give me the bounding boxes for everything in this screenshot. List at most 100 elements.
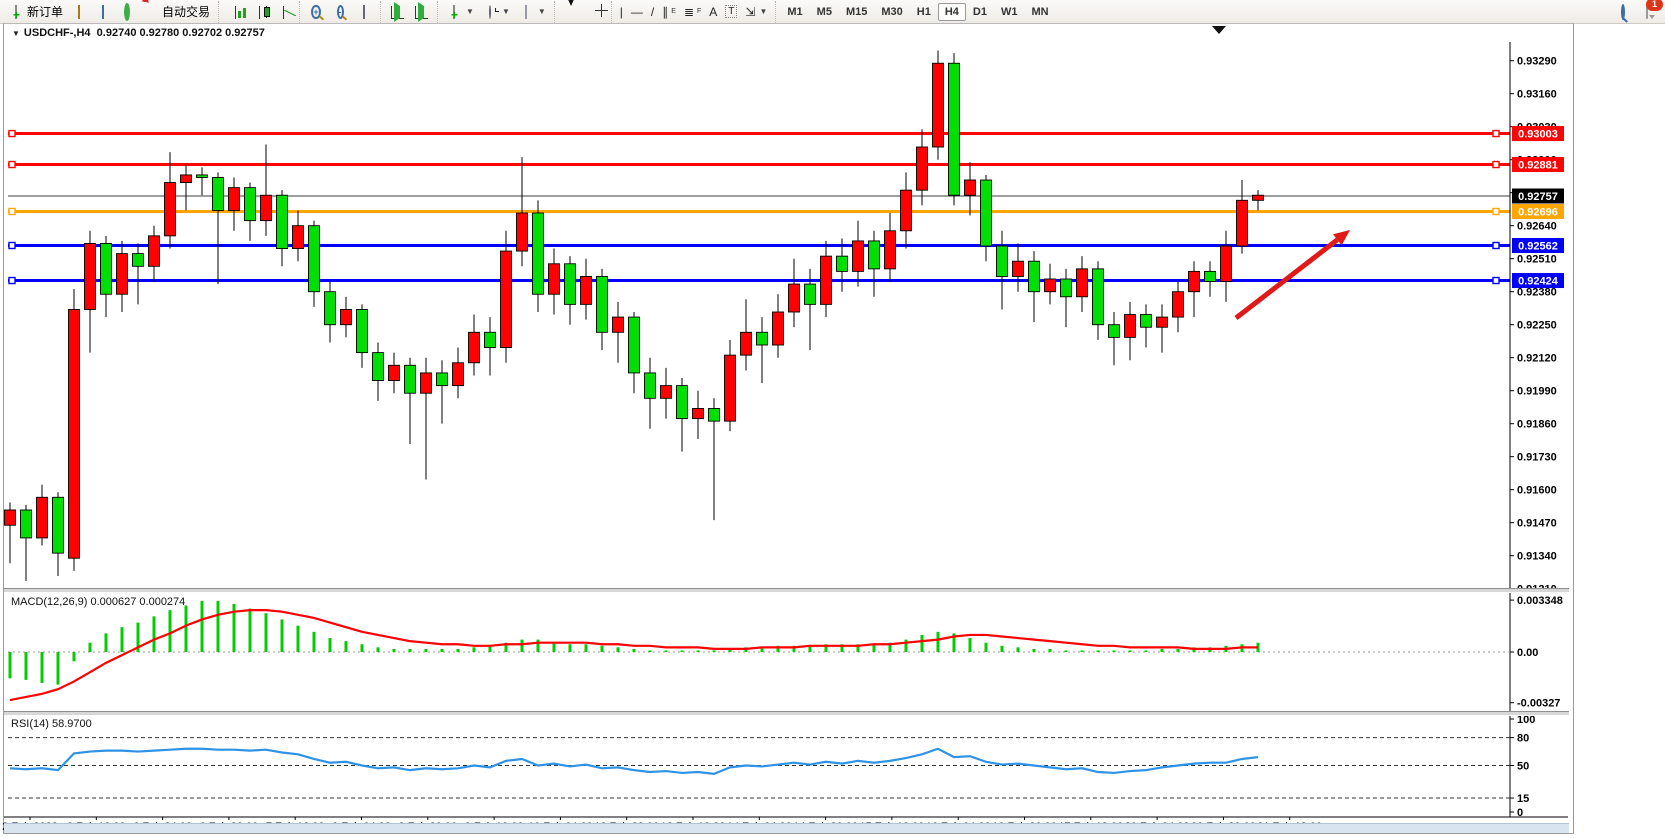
periods-button[interactable]: ▼: [478, 3, 514, 21]
horizontal-lines: [8, 129, 1510, 285]
macd-signal-line: [9, 609, 1258, 702]
candle-44: [708, 408, 720, 422]
fibonacci-icon: ≣: [683, 4, 694, 19]
candle-8: [132, 253, 144, 267]
candle-14: [228, 187, 240, 211]
hline-marker[interactable]: [1492, 241, 1500, 250]
price-tick-label: 0.93290: [1517, 56, 1557, 68]
shapes-tool-button[interactable]: ⇲ ▼: [741, 4, 771, 20]
candle-30: [484, 331, 496, 348]
candle-31: [500, 250, 512, 348]
bar-chart-mode-button[interactable]: [223, 3, 247, 21]
hline-marker[interactable]: [8, 129, 16, 138]
hline-marker[interactable]: [8, 207, 16, 216]
candle-67: [1076, 268, 1088, 298]
candle-20: [324, 291, 336, 326]
templates-button[interactable]: ▼: [514, 3, 550, 21]
hline-marker[interactable]: [1492, 160, 1500, 169]
hline-marker[interactable]: [1492, 207, 1500, 216]
candle-64: [1028, 260, 1040, 293]
hline-marker[interactable]: [8, 276, 16, 285]
candle-75: [1204, 270, 1216, 282]
zoom-out-button[interactable]: -: [328, 3, 352, 21]
panel-separator[interactable]: [4, 711, 1569, 716]
price-badge-0.93003: 0.93003: [1512, 126, 1564, 142]
panel-separator[interactable]: [4, 588, 1569, 593]
candle-63: [1012, 260, 1024, 277]
chart-title: ▼ USDCHF-,H4 0.92740 0.92780 0.92702 0.92…: [12, 27, 265, 39]
macd-tick-label: 0.003348: [1517, 595, 1563, 607]
price-badge-0.92562: 0.92562: [1512, 237, 1564, 253]
candle-49: [788, 283, 800, 313]
timeframe-m1[interactable]: M1: [787, 5, 803, 18]
candle-73: [1172, 291, 1184, 318]
candle-54: [868, 240, 880, 270]
macd-tick-label: 0.00: [1517, 647, 1538, 659]
collapse-triangle-icon[interactable]: ▼: [12, 29, 20, 38]
candle-10: [164, 182, 176, 237]
price-badge-0.92696: 0.92696: [1512, 203, 1564, 219]
trend-arrow[interactable]: [1234, 230, 1350, 320]
scroll-marker-icon[interactable]: [1212, 26, 1226, 34]
hline-marker[interactable]: [8, 160, 16, 169]
timeframe-d1[interactable]: D1: [972, 5, 987, 18]
price-tick-label: 0.91340: [1517, 551, 1557, 563]
new-chart-button[interactable]: ▼: [442, 3, 478, 21]
rsi-tick-label: 0: [1517, 807, 1523, 819]
candle-42: [676, 385, 688, 420]
hline-marker[interactable]: [1492, 129, 1500, 138]
zoom-out-icon: -: [336, 4, 344, 19]
rsi-tick-label: 50: [1517, 761, 1529, 773]
timeframe-mn[interactable]: MN: [1031, 5, 1049, 18]
text-tool-icon: A: [709, 4, 718, 19]
trendline-tool-button[interactable]: /: [647, 4, 658, 20]
timeframe-h4[interactable]: H4: [937, 2, 966, 21]
candle-28: [452, 362, 464, 387]
timeframe-h1[interactable]: H1: [916, 5, 931, 18]
horizontal-line-tool-button[interactable]: —: [627, 4, 647, 20]
candle-56: [900, 189, 912, 232]
label-tool-button[interactable]: T: [721, 4, 741, 19]
candle-58: [932, 62, 944, 148]
hline-marker[interactable]: [1492, 276, 1500, 285]
svg-text:0.92696: 0.92696: [1518, 206, 1558, 218]
new-order-icon: [8, 4, 24, 20]
candle-61: [980, 179, 992, 247]
vertical-line-tool-button[interactable]: |: [616, 4, 627, 20]
candle-50: [804, 283, 816, 305]
fibonacci-tool-button[interactable]: ≣ F: [683, 4, 702, 19]
price-tick-label: 0.92250: [1517, 320, 1557, 332]
bar-chart-icon: [227, 4, 246, 20]
notifications-icon[interactable]: 1: [1639, 0, 1663, 20]
price-axis[interactable]: 0.932900.931600.930300.929000.927700.926…: [1509, 42, 1564, 817]
candle-40: [644, 372, 656, 399]
svg-text:0.93003: 0.93003: [1518, 129, 1558, 141]
auto-trading-button[interactable]: 自动交易: [139, 2, 214, 21]
timeframe-m5[interactable]: M5: [816, 5, 832, 18]
candle-1: [20, 509, 32, 539]
channel-tool-button[interactable]: ∥ E: [662, 4, 676, 19]
timeframe-w1[interactable]: W1: [1000, 5, 1018, 18]
candle-13: [212, 177, 224, 211]
price-badge-0.92424: 0.92424: [1512, 273, 1564, 289]
new-order-button[interactable]: 新订单: [4, 2, 67, 21]
candle-11: [180, 174, 192, 183]
hline-marker[interactable]: [8, 241, 16, 250]
rsi-tick-label: 15: [1517, 793, 1529, 805]
navigator-button[interactable]: [91, 3, 115, 21]
candlestick-icon: [251, 4, 270, 20]
timeframe-m30[interactable]: M30: [881, 5, 903, 18]
text-tool-button[interactable]: A: [705, 4, 721, 20]
candle-18: [292, 225, 304, 249]
line-chart-mode-button[interactable]: [271, 3, 296, 21]
candle-76: [1220, 245, 1232, 282]
timeframe-m15[interactable]: M15: [845, 5, 868, 18]
zoom-in-button[interactable]: +: [304, 3, 328, 21]
price-badge-0.92757: 0.92757: [1512, 188, 1564, 204]
candle-38: [612, 316, 624, 333]
candle-chart-mode-button[interactable]: [247, 3, 271, 21]
candle-27: [436, 372, 448, 387]
price-tick-label: 0.92380: [1517, 287, 1557, 299]
